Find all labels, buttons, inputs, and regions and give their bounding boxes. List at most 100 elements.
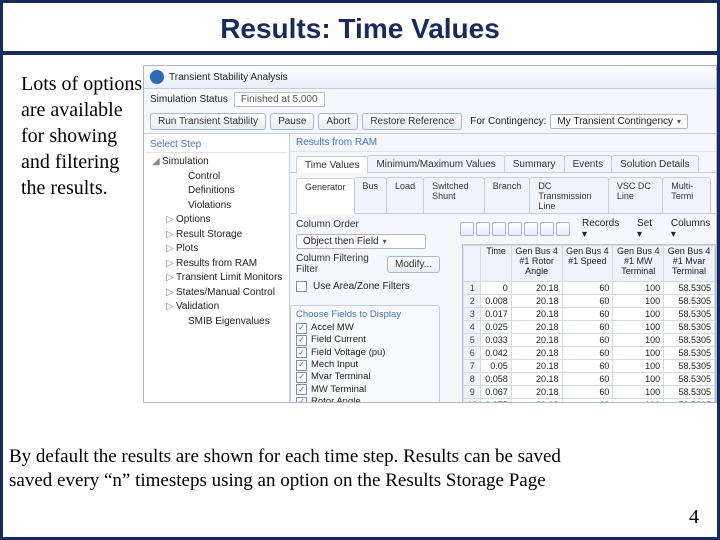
table-row[interactable]: 70.0520.186010058.5305 [464, 360, 715, 373]
toolbar-icon[interactable] [556, 222, 570, 236]
table-row[interactable]: 80.05820.186010058.5305 [464, 373, 715, 386]
pause-button[interactable]: Pause [270, 113, 314, 130]
modify-button[interactable]: Modify... [387, 256, 440, 273]
field-checkbox[interactable]: ✓ [296, 372, 307, 383]
col-header[interactable]: Time [481, 246, 511, 282]
cell: 58.5305 [664, 399, 715, 404]
cell: 60 [562, 308, 613, 321]
nav-tree[interactable]: ◢SimulationControlDefinitionsViolations▷… [146, 153, 287, 329]
status-label: Simulation Status [150, 94, 228, 105]
tab-events[interactable]: Events [564, 155, 613, 172]
tab-summary[interactable]: Summary [504, 155, 565, 172]
tab-bus[interactable]: Bus [354, 177, 388, 213]
run-button[interactable]: Run Transient Stability [150, 113, 266, 130]
columns-menu[interactable]: Columns ▾ [671, 218, 716, 240]
tree-node[interactable]: Definitions [152, 184, 287, 199]
cell: 20.18 [511, 347, 562, 360]
table-row[interactable]: 30.01720.186010058.5305 [464, 308, 715, 321]
column-order-select[interactable]: Object then Field [296, 234, 426, 249]
use-area-zone-checkbox[interactable] [296, 281, 307, 292]
field-row[interactable]: ✓Mvar Terminal [296, 371, 434, 383]
tree-node[interactable]: ▷Transient Limit Monitors [152, 271, 287, 286]
table-row[interactable]: 90.06720.186010058.5305 [464, 386, 715, 399]
table-row[interactable]: 20.00820.186010058.5305 [464, 295, 715, 308]
field-label: Accel MW [311, 322, 354, 334]
cell: 0.075 [481, 399, 511, 404]
table-row[interactable]: 60.04220.186010058.5305 [464, 347, 715, 360]
tree-node[interactable]: ▷Results from RAM [152, 257, 287, 272]
cell: 60 [562, 399, 613, 404]
tree-node[interactable]: ◢Simulation [152, 155, 287, 170]
contingency-select[interactable]: My Transient Contingency [550, 114, 688, 129]
tree-node[interactable]: ▷States/Manual Control [152, 286, 287, 301]
col-header[interactable]: Gen Bus 4#1 RotorAngle [511, 246, 562, 282]
tree-pane: Select Step ◢SimulationControlDefinition… [144, 134, 290, 403]
col-header[interactable] [464, 246, 481, 282]
cell: 58.5305 [664, 334, 715, 347]
abort-button[interactable]: Abort [318, 113, 358, 130]
toolbar-icon[interactable] [508, 222, 522, 236]
records-menu[interactable]: Records ▾ [582, 218, 625, 240]
table-row[interactable]: 100.07520.186010058.5305 [464, 399, 715, 404]
tree-node[interactable]: ▷Plots [152, 242, 287, 257]
toolbar-icon[interactable] [476, 222, 490, 236]
field-row[interactable]: ✓Mech Input [296, 359, 434, 371]
tab-time-values[interactable]: Time Values [296, 156, 368, 173]
col-header[interactable]: Gen Bus 4#1 Speed [562, 246, 613, 282]
field-row[interactable]: ✓ Accel MW [296, 322, 434, 334]
tree-header: Select Step [146, 137, 287, 153]
col-header[interactable]: Gen Bus 4#1 MvarTerminal [664, 246, 715, 282]
bottom-line-2: saved every “n” timesteps using an optio… [9, 469, 707, 493]
field-label: Rotor Angle [311, 396, 361, 403]
toolbar-icon[interactable] [540, 222, 554, 236]
tree-node[interactable]: ▷Result Storage [152, 228, 287, 243]
fields-list: ✓ Accel MW✓Field Current✓Field Voltage (p… [296, 322, 434, 403]
tab-generator[interactable]: Generator [296, 178, 355, 214]
field-checkbox[interactable]: ✓ [296, 384, 307, 395]
table-row[interactable]: 1020.186010058.5305 [464, 282, 715, 295]
cell: 60 [562, 347, 613, 360]
col-header[interactable]: Gen Bus 4#1 MWTerminal [613, 246, 664, 282]
tab-solution-details[interactable]: Solution Details [611, 155, 698, 172]
toolbar-icon[interactable] [492, 222, 506, 236]
tab-load[interactable]: Load [386, 177, 424, 213]
tab-vsc-dc-line[interactable]: VSC DC Line [608, 177, 663, 213]
cell: 100 [613, 295, 664, 308]
tree-node[interactable]: SMIB Eigenvalues [152, 315, 287, 330]
set-menu[interactable]: Set ▾ [637, 218, 659, 240]
field-row[interactable]: ✓ Rotor Angle [296, 396, 434, 403]
cell: 58.5305 [664, 295, 715, 308]
cell: 60 [562, 373, 613, 386]
cell: 58.5305 [664, 282, 715, 295]
body-row: Lots of options are available for showin… [3, 55, 717, 403]
tree-node[interactable]: Violations [152, 199, 287, 214]
field-row[interactable]: ✓MW Terminal [296, 384, 434, 396]
field-checkbox[interactable]: ✓ [296, 360, 307, 371]
tab-multi-termi[interactable]: Multi-Termi [662, 177, 711, 213]
field-checkbox[interactable]: ✓ [296, 335, 307, 346]
tree-node[interactable]: ▷Validation [152, 300, 287, 315]
cell: 20.18 [511, 321, 562, 334]
tree-node[interactable]: ▷Options [152, 213, 287, 228]
tab-dc-transmission-line[interactable]: DC Transmission Line [529, 177, 609, 213]
field-checkbox[interactable]: ✓ [296, 347, 307, 358]
cell: 100 [613, 308, 664, 321]
tree-node[interactable]: Control [152, 170, 287, 185]
table-row[interactable]: 40.02520.186010058.5305 [464, 321, 715, 334]
tab-branch[interactable]: Branch [484, 177, 531, 213]
object-subtabs: GeneratorBusLoadSwitched ShuntBranchDC T… [290, 173, 716, 214]
field-row[interactable]: ✓Field Current [296, 334, 434, 346]
field-checkbox[interactable]: ✓ [296, 397, 307, 403]
table-row[interactable]: 50.03320.186010058.5305 [464, 334, 715, 347]
time-values-table[interactable]: TimeGen Bus 4#1 RotorAngleGen Bus 4#1 Sp… [463, 245, 715, 403]
cell: 60 [562, 321, 613, 334]
tab-switched-shunt[interactable]: Switched Shunt [423, 177, 485, 213]
field-checkbox[interactable]: ✓ [296, 323, 307, 334]
panel-split: Select Step ◢SimulationControlDefinition… [144, 134, 716, 403]
restore-button[interactable]: Restore Reference [362, 113, 462, 130]
tab-minimum-maximum-values[interactable]: Minimum/Maximum Values [367, 155, 504, 172]
field-row[interactable]: ✓Field Voltage (pu) [296, 347, 434, 359]
toolbar-icon[interactable] [524, 222, 538, 236]
row-header: 9 [464, 386, 481, 399]
toolbar-icon[interactable] [460, 222, 474, 236]
